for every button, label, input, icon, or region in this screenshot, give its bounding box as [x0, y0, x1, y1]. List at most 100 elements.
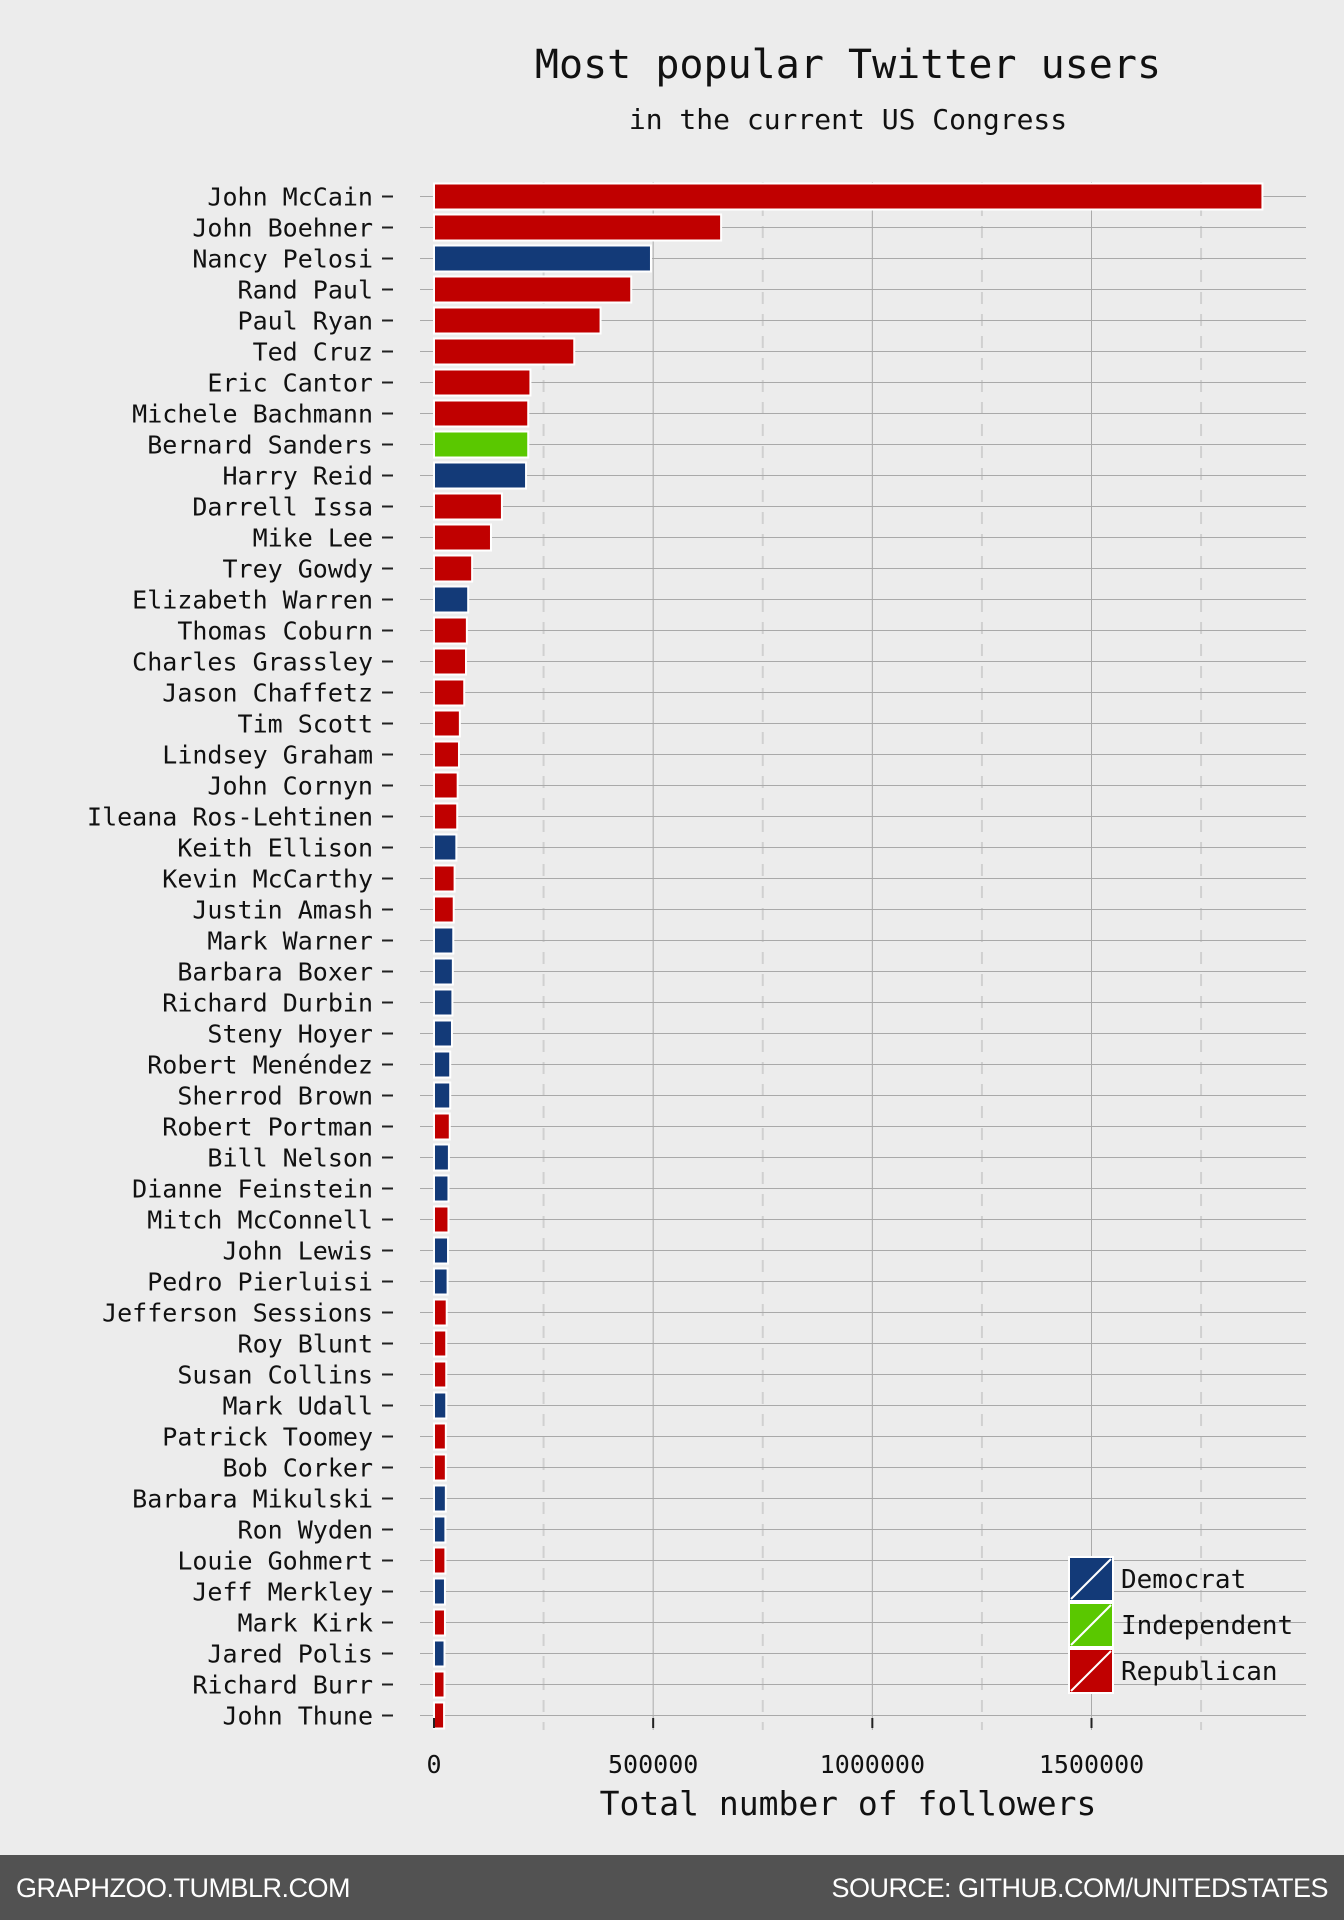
bar	[433, 678, 466, 707]
legend-label: Democrat	[1121, 1565, 1246, 1595]
category-label: John Thune	[222, 1702, 373, 1731]
category-label: Tim Scott	[238, 710, 373, 739]
legend-swatch-slash	[1070, 1604, 1112, 1646]
bar	[433, 1422, 447, 1451]
bar	[433, 1546, 447, 1575]
category-label: Dianne Feinstein	[132, 1175, 373, 1204]
bar	[433, 182, 1264, 211]
legend-swatch-slash	[1070, 1558, 1112, 1600]
legend-swatch-slash	[1070, 1650, 1112, 1692]
bar	[433, 461, 528, 490]
footer-source: SOURCE: GITHUB.COM/UNITEDSTATES	[831, 1873, 1328, 1903]
category-label: Richard Durbin	[162, 989, 373, 1018]
bar	[433, 430, 530, 459]
category-label: Ted Cruz	[253, 338, 373, 367]
bar	[433, 1143, 450, 1172]
category-label: Mike Lee	[253, 524, 373, 553]
category-label: Barbara Boxer	[177, 958, 373, 987]
category-label: Ileana Ros-Lehtinen	[87, 803, 373, 832]
bar	[433, 585, 470, 614]
bar	[433, 1236, 450, 1265]
category-label: Keith Ellison	[177, 834, 373, 863]
bar	[433, 709, 461, 738]
category-label: Jeff Merkley	[192, 1578, 373, 1607]
category-label: Kevin McCarthy	[162, 865, 373, 894]
category-label: Trey Gowdy	[222, 555, 373, 584]
bar	[433, 1174, 450, 1203]
category-label: Robert Menéndez	[147, 1051, 373, 1080]
category-label: Ron Wyden	[238, 1516, 373, 1545]
bar	[433, 523, 492, 552]
x-tick-label: 0	[426, 1750, 441, 1779]
bar	[433, 1081, 452, 1110]
category-label: Lindsey Graham	[162, 741, 373, 770]
chart-subtitle: in the current US Congress	[629, 103, 1067, 136]
bars	[433, 182, 1264, 1730]
bar	[433, 1050, 452, 1079]
category-label: Steny Hoyer	[207, 1020, 373, 1049]
bar	[433, 1577, 446, 1606]
category-label: Patrick Toomey	[162, 1423, 373, 1452]
bar	[433, 740, 460, 769]
bar	[433, 1639, 446, 1668]
x-tick-label: 1000000	[820, 1750, 925, 1779]
bar	[433, 1298, 448, 1327]
category-label: Barbara Mikulski	[132, 1485, 373, 1514]
bar	[433, 1360, 448, 1389]
bar	[433, 368, 532, 397]
bar	[433, 1515, 447, 1544]
legend: Democrat Independent Republican	[1068, 1556, 1293, 1694]
bar	[433, 833, 458, 862]
bar	[433, 864, 456, 893]
x-axis: 0 500000 1000000 1500000	[426, 1718, 1144, 1779]
bar	[433, 275, 633, 304]
legend-label: Independent	[1121, 1611, 1293, 1641]
category-label: Sherrod Brown	[177, 1082, 373, 1111]
category-label: John McCain	[207, 183, 373, 212]
bar	[433, 1670, 446, 1699]
bar	[433, 1267, 449, 1296]
footer-bar: GRAPHZOO.TUMBLR.COM SOURCE: GITHUB.COM/U…	[0, 1855, 1344, 1920]
x-axis-title: Total number of followers	[600, 1784, 1097, 1823]
bar	[433, 988, 454, 1017]
category-label: Richard Burr	[192, 1671, 373, 1700]
category-label: Susan Collins	[177, 1361, 373, 1390]
category-label: Mark Kirk	[238, 1609, 373, 1638]
category-label: Rand Paul	[238, 276, 373, 305]
bar	[433, 1701, 446, 1730]
bar	[433, 771, 459, 800]
bar	[433, 647, 467, 676]
bar	[433, 1391, 448, 1420]
bar	[433, 1112, 451, 1141]
category-label: Justin Amash	[192, 896, 373, 925]
category-label: Roy Blunt	[238, 1330, 373, 1359]
category-label: Mark Udall	[222, 1392, 373, 1421]
category-label: Harry Reid	[222, 462, 373, 491]
bar	[433, 1205, 450, 1234]
category-label: Pedro Pierluisi	[147, 1268, 373, 1297]
category-label: Mitch McConnell	[147, 1206, 373, 1235]
bar	[433, 1484, 447, 1513]
bar	[433, 616, 468, 645]
category-label: Nancy Pelosi	[192, 245, 373, 274]
legend-label: Republican	[1121, 1657, 1278, 1687]
bar	[433, 1329, 448, 1358]
category-label: Eric Cantor	[207, 369, 373, 398]
bar	[433, 926, 455, 955]
category-label: Paul Ryan	[238, 307, 373, 336]
category-label: Michele Bachmann	[132, 400, 373, 429]
chart-title: Most popular Twitter users	[535, 42, 1161, 88]
category-label: John Lewis	[222, 1237, 373, 1266]
bar	[433, 554, 474, 583]
category-label: Robert Portman	[162, 1113, 373, 1142]
grid	[420, 182, 1306, 1730]
bar	[433, 399, 530, 428]
bar	[433, 895, 455, 924]
bar	[433, 1453, 447, 1482]
category-label: Darrell Issa	[192, 493, 373, 522]
category-label: Elizabeth Warren	[132, 586, 373, 615]
bar	[433, 244, 652, 273]
